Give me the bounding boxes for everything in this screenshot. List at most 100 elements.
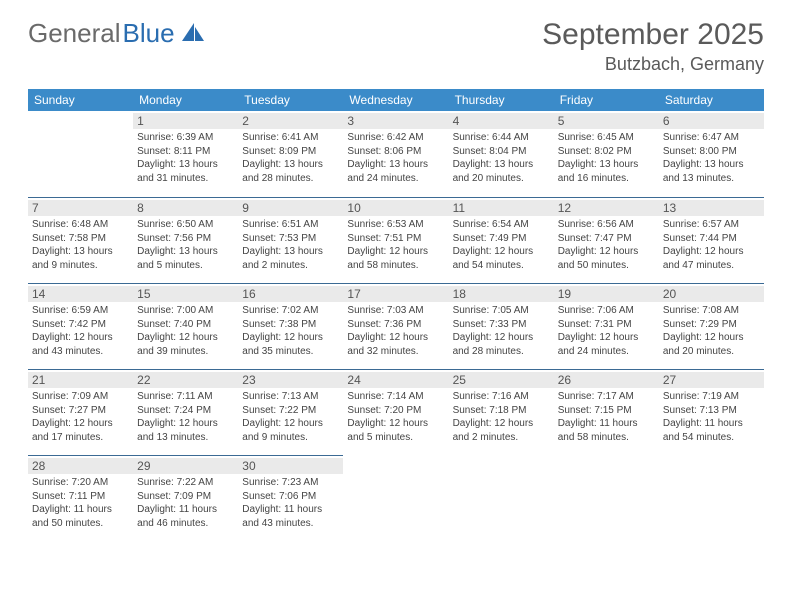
title-block: September 2025 Butzbach, Germany bbox=[542, 18, 764, 75]
info-line: Sunset: 7:27 PM bbox=[32, 404, 129, 418]
info-line: Sunrise: 7:03 AM bbox=[347, 304, 444, 318]
info-line: Sunset: 7:58 PM bbox=[32, 232, 129, 246]
day-number: 4 bbox=[449, 113, 554, 129]
day-number: 6 bbox=[659, 113, 764, 129]
logo-text-2: Blue bbox=[123, 18, 175, 49]
info-line: Sunrise: 7:17 AM bbox=[558, 390, 655, 404]
day-cell: 17 Sunrise: 7:03 AMSunset: 7:36 PMDayligh… bbox=[343, 283, 448, 369]
day-cell: 14Sunrise: 6:59 AMSunset: 7:42 PMDayligh… bbox=[28, 283, 133, 369]
day-info: Sunrise: 6:57 AMSunset: 7:44 PMDaylight:… bbox=[663, 218, 760, 272]
day-cell: 16Sunrise: 7:02 AMSunset: 7:38 PMDayligh… bbox=[238, 283, 343, 369]
info-line: Daylight: 12 hours bbox=[242, 417, 339, 431]
day-info: Sunrise: 6:41 AMSunset: 8:09 PMDaylight:… bbox=[242, 131, 339, 185]
info-line: Sunrise: 7:14 AM bbox=[347, 390, 444, 404]
day-number: 13 bbox=[659, 200, 764, 216]
day-info: Sunrise: 6:51 AMSunset: 7:53 PMDaylight:… bbox=[242, 218, 339, 272]
info-line: Daylight: 12 hours bbox=[347, 417, 444, 431]
info-line: and 31 minutes. bbox=[137, 172, 234, 186]
day-cell: 2Sunrise: 6:41 AMSunset: 8:09 PMDaylight… bbox=[238, 111, 343, 197]
info-line: Sunset: 7:53 PM bbox=[242, 232, 339, 246]
day-info: Sunrise: 7:22 AMSunset: 7:09 PMDaylight:… bbox=[137, 476, 234, 530]
day-number: 17 bbox=[343, 286, 448, 302]
info-line: Daylight: 12 hours bbox=[242, 331, 339, 345]
info-line: Sunset: 8:11 PM bbox=[137, 145, 234, 159]
day-cell: 25Sunrise: 7:16 AMSunset: 7:18 PMDayligh… bbox=[449, 369, 554, 455]
day-number: 26 bbox=[554, 372, 659, 388]
info-line: Sunrise: 7:13 AM bbox=[242, 390, 339, 404]
info-line: and 20 minutes. bbox=[453, 172, 550, 186]
day-info: Sunrise: 6:45 AMSunset: 8:02 PMDaylight:… bbox=[558, 131, 655, 185]
info-line: and 13 minutes. bbox=[137, 431, 234, 445]
day-info: Sunrise: 6:39 AMSunset: 8:11 PMDaylight:… bbox=[137, 131, 234, 185]
info-line: Daylight: 13 hours bbox=[242, 245, 339, 259]
info-line: and 50 minutes. bbox=[558, 259, 655, 273]
info-line: and 28 minutes. bbox=[242, 172, 339, 186]
day-number: 30 bbox=[238, 458, 343, 474]
day-number: 8 bbox=[133, 200, 238, 216]
info-line: Sunset: 7:22 PM bbox=[242, 404, 339, 418]
info-line: Daylight: 13 hours bbox=[558, 158, 655, 172]
empty-cell bbox=[28, 111, 133, 197]
info-line: Sunrise: 6:57 AM bbox=[663, 218, 760, 232]
info-line: Daylight: 12 hours bbox=[558, 331, 655, 345]
info-line: Sunset: 7:13 PM bbox=[663, 404, 760, 418]
info-line: Sunrise: 7:11 AM bbox=[137, 390, 234, 404]
info-line: Sunrise: 6:39 AM bbox=[137, 131, 234, 145]
day-info: Sunrise: 7:17 AMSunset: 7:15 PMDaylight:… bbox=[558, 390, 655, 444]
day-info: Sunrise: 6:54 AMSunset: 7:49 PMDaylight:… bbox=[453, 218, 550, 272]
info-line: Sunset: 8:06 PM bbox=[347, 145, 444, 159]
info-line: Sunrise: 6:53 AM bbox=[347, 218, 444, 232]
day-cell: 21Sunrise: 7:09 AMSunset: 7:27 PMDayligh… bbox=[28, 369, 133, 455]
info-line: Daylight: 13 hours bbox=[453, 158, 550, 172]
day-number: 14 bbox=[28, 286, 133, 302]
day-number: 23 bbox=[238, 372, 343, 388]
info-line: Sunrise: 7:23 AM bbox=[242, 476, 339, 490]
day-cell: 15Sunrise: 7:00 AMSunset: 7:40 PMDayligh… bbox=[133, 283, 238, 369]
info-line: Sunrise: 7:16 AM bbox=[453, 390, 550, 404]
info-line: and 58 minutes. bbox=[558, 431, 655, 445]
info-line: Sunset: 7:11 PM bbox=[32, 490, 129, 504]
info-line: Sunrise: 6:47 AM bbox=[663, 131, 760, 145]
info-line: and 16 minutes. bbox=[558, 172, 655, 186]
info-line: and 39 minutes. bbox=[137, 345, 234, 359]
info-line: Sunset: 8:00 PM bbox=[663, 145, 760, 159]
info-line: Daylight: 12 hours bbox=[137, 331, 234, 345]
day-cell: 24Sunrise: 7:14 AMSunset: 7:20 PMDayligh… bbox=[343, 369, 448, 455]
day-cell: 22Sunrise: 7:11 AMSunset: 7:24 PMDayligh… bbox=[133, 369, 238, 455]
info-line: Sunset: 7:31 PM bbox=[558, 318, 655, 332]
info-line: Daylight: 12 hours bbox=[453, 331, 550, 345]
day-number: 1 bbox=[133, 113, 238, 129]
day-cell: 28Sunrise: 7:20 AMSunset: 7:11 PMDayligh… bbox=[28, 455, 133, 541]
info-line: Sunrise: 6:42 AM bbox=[347, 131, 444, 145]
info-line: Sunset: 7:51 PM bbox=[347, 232, 444, 246]
day-info: Sunrise: 7:11 AMSunset: 7:24 PMDaylight:… bbox=[137, 390, 234, 444]
day-number: 11 bbox=[449, 200, 554, 216]
info-line: and 43 minutes. bbox=[32, 345, 129, 359]
info-line: Daylight: 11 hours bbox=[558, 417, 655, 431]
day-info: Sunrise: 7:03 AMSunset: 7:36 PMDaylight:… bbox=[347, 304, 444, 358]
info-line: Sunrise: 7:06 AM bbox=[558, 304, 655, 318]
day-info: Sunrise: 7:00 AMSunset: 7:40 PMDaylight:… bbox=[137, 304, 234, 358]
day-header: Tuesday bbox=[238, 89, 343, 111]
info-line: and 24 minutes. bbox=[558, 345, 655, 359]
logo-text-1: General bbox=[28, 18, 121, 49]
info-line: Daylight: 13 hours bbox=[663, 158, 760, 172]
info-line: Daylight: 13 hours bbox=[242, 158, 339, 172]
day-info: Sunrise: 7:05 AMSunset: 7:33 PMDaylight:… bbox=[453, 304, 550, 358]
day-header: Sunday bbox=[28, 89, 133, 111]
day-header: Thursday bbox=[449, 89, 554, 111]
info-line: Sunset: 7:49 PM bbox=[453, 232, 550, 246]
info-line: Daylight: 12 hours bbox=[453, 417, 550, 431]
info-line: and 9 minutes. bbox=[32, 259, 129, 273]
info-line: Sunset: 7:47 PM bbox=[558, 232, 655, 246]
info-line: Sunset: 7:24 PM bbox=[137, 404, 234, 418]
info-line: Sunrise: 7:00 AM bbox=[137, 304, 234, 318]
info-line: and 5 minutes. bbox=[347, 431, 444, 445]
day-number: 10 bbox=[343, 200, 448, 216]
info-line: and 2 minutes. bbox=[453, 431, 550, 445]
day-number: 20 bbox=[659, 286, 764, 302]
info-line: Daylight: 12 hours bbox=[663, 331, 760, 345]
info-line: and 2 minutes. bbox=[242, 259, 339, 273]
info-line: Sunrise: 7:22 AM bbox=[137, 476, 234, 490]
day-cell: 1 Sunrise: 6:39 AMSunset: 8:11 PMDaylight… bbox=[133, 111, 238, 197]
